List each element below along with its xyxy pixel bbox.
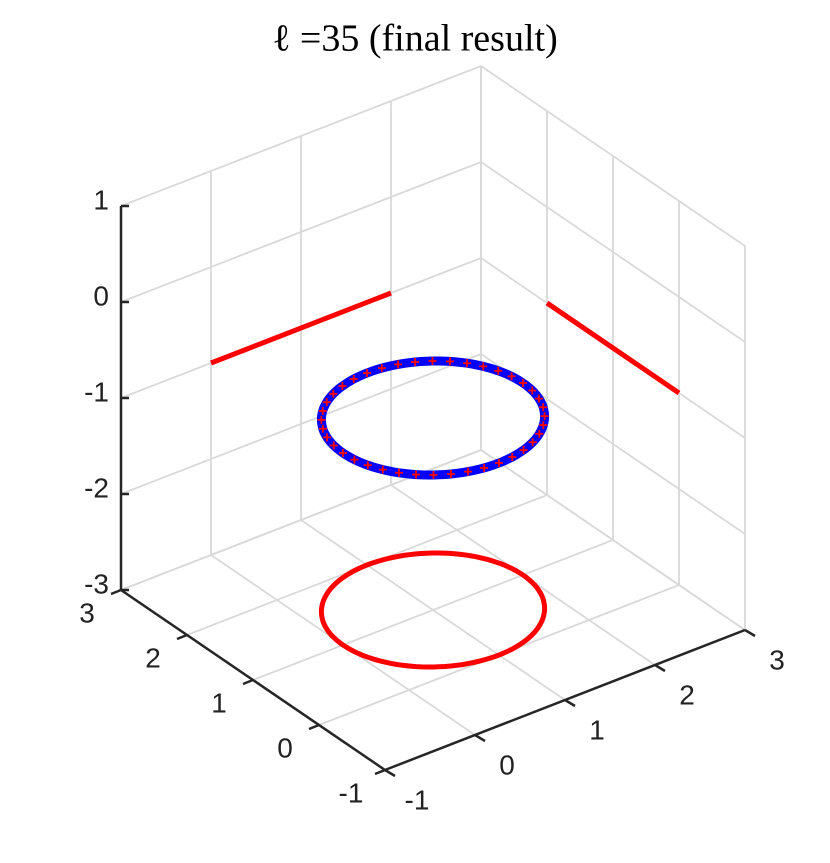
marker [350, 455, 359, 464]
marker [349, 375, 358, 384]
marker [539, 421, 548, 430]
y-tick-label: 0 [277, 732, 293, 763]
marker [318, 406, 327, 415]
marker [480, 463, 489, 472]
grid-line [480, 161, 746, 343]
marker [317, 415, 326, 424]
tick-mark [176, 633, 188, 641]
marker [519, 379, 527, 387]
marker [339, 449, 347, 457]
marker [378, 465, 387, 474]
marker [338, 382, 347, 391]
z-tick-label: -1 [84, 376, 109, 407]
marker [507, 372, 516, 381]
marker [394, 468, 403, 477]
marker [495, 459, 503, 467]
grid-line [120, 65, 482, 207]
marker [528, 386, 537, 395]
marker [323, 433, 332, 442]
marker [318, 424, 327, 433]
marker [540, 412, 549, 421]
marker [534, 394, 543, 403]
z-tick-label: -3 [84, 568, 109, 599]
x-tick-label: 0 [499, 749, 515, 780]
marker [445, 357, 454, 366]
marker [535, 429, 544, 438]
grid-line [120, 353, 482, 495]
z-tick-label: 1 [93, 184, 109, 215]
wall-projection [545, 300, 681, 396]
z-tick-label: -2 [84, 472, 109, 503]
marker [329, 441, 338, 450]
grid-line [480, 449, 746, 631]
tick-mark [374, 768, 386, 776]
y-tick-label: 1 [211, 687, 227, 718]
marker [411, 358, 420, 367]
tick-mark [654, 663, 666, 673]
marker [412, 470, 421, 479]
y-tick-label: -1 [339, 777, 364, 808]
marker [429, 470, 438, 479]
marker [329, 389, 338, 398]
marker [539, 403, 548, 412]
marker [363, 369, 371, 377]
x-tick-label: 3 [769, 644, 785, 675]
tick-mark [564, 698, 576, 708]
marker [428, 357, 437, 366]
x-tick-label: 2 [679, 679, 695, 710]
tick-mark [474, 733, 486, 743]
tick-mark [308, 723, 320, 731]
floor-projection [318, 550, 548, 670]
marker [463, 467, 472, 476]
marker [463, 359, 472, 368]
marker [508, 452, 517, 461]
x-tick-label: -1 [405, 784, 430, 815]
tick-mark [744, 628, 756, 638]
x-tick-label: 1 [589, 714, 605, 745]
marker [519, 445, 528, 454]
y-tick-label: 2 [145, 642, 161, 673]
tick-mark [110, 588, 122, 596]
marker [363, 461, 372, 470]
wall-projection [210, 290, 392, 366]
chart-title: ℓ =35 (final result) [272, 18, 558, 60]
marker [479, 362, 488, 371]
marker [528, 438, 537, 447]
y-tick-label: 3 [79, 597, 95, 628]
z-tick-label: 0 [93, 280, 109, 311]
tick-mark [384, 768, 396, 778]
marker [377, 364, 386, 373]
marker [394, 360, 403, 369]
grid-line [252, 539, 614, 681]
tick-mark [242, 678, 254, 686]
marker [494, 366, 503, 375]
marker [322, 398, 331, 407]
grid-line [480, 65, 746, 247]
grid-line [120, 161, 482, 303]
marker [446, 469, 455, 478]
